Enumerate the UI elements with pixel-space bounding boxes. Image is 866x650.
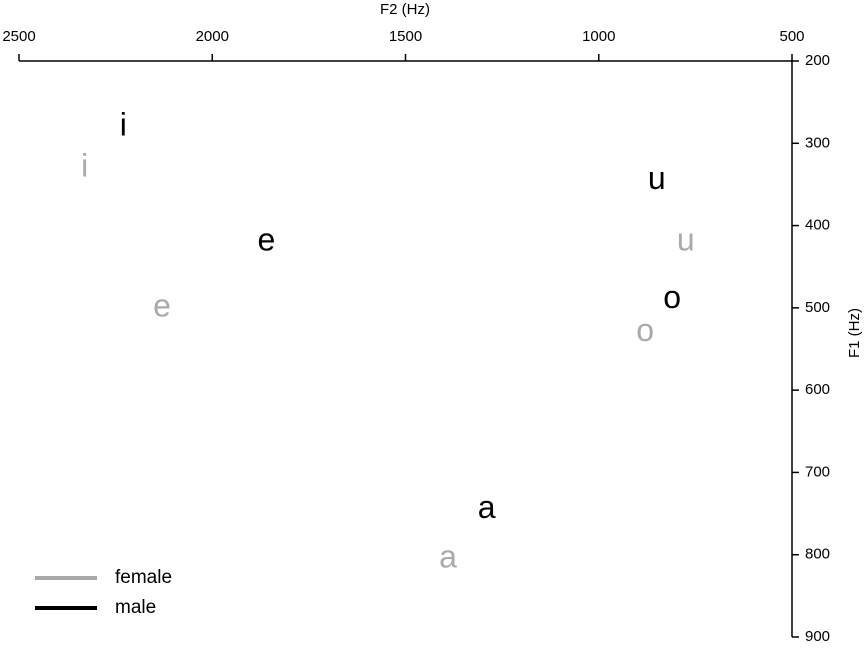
y-tick-label: 200 [805, 52, 830, 69]
x-tick-label: 1000 [582, 28, 615, 45]
vowel-point: u [648, 160, 666, 196]
y-tick-label: 600 [805, 381, 830, 398]
vowel-point: i [81, 147, 88, 183]
vowel-point: u [677, 221, 695, 257]
x-tick-label: 500 [779, 28, 804, 45]
y-tick-label: 900 [805, 628, 830, 645]
x-tick-label: 2000 [196, 28, 229, 45]
x-tick-label: 2500 [2, 28, 35, 45]
x-axis-title: F2 (Hz) [380, 1, 430, 18]
vowel-point: e [257, 221, 275, 257]
legend-label: female [115, 567, 172, 588]
vowel-point: i [120, 106, 127, 142]
vowel-point: o [636, 312, 654, 348]
vowel-point: a [439, 538, 457, 574]
vowel-point: e [153, 287, 171, 323]
legend-label: male [115, 597, 156, 618]
vowel-point: a [478, 489, 496, 525]
y-tick-label: 700 [805, 463, 830, 480]
x-tick-label: 1500 [389, 28, 422, 45]
vowel-point: o [663, 279, 681, 315]
y-tick-label: 300 [805, 134, 830, 151]
y-tick-label: 800 [805, 546, 830, 563]
y-axis-title: F1 (Hz) [846, 308, 863, 358]
y-tick-label: 400 [805, 217, 830, 234]
y-tick-label: 500 [805, 299, 830, 316]
